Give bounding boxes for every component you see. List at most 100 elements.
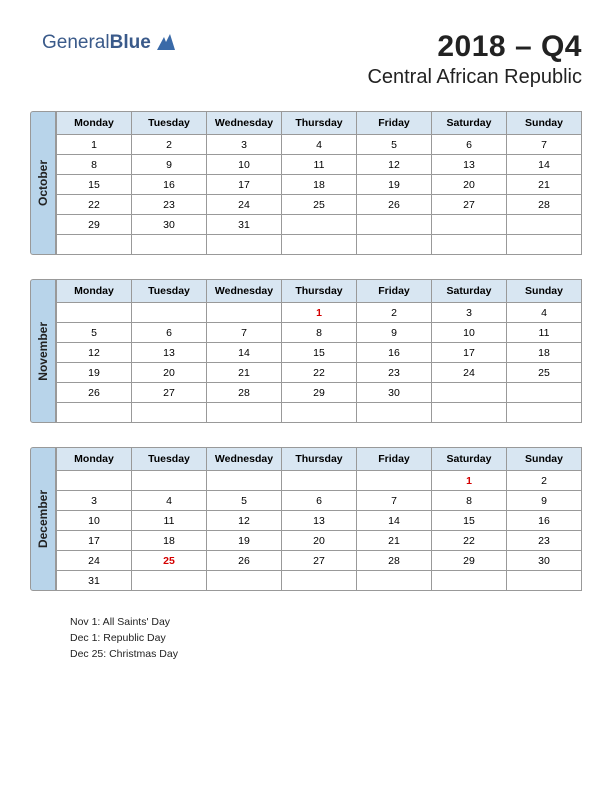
- day-header: Saturday: [432, 112, 507, 135]
- day-cell: 13: [432, 155, 507, 175]
- logo: GeneralBlue: [42, 32, 175, 54]
- day-header: Thursday: [282, 112, 357, 135]
- day-cell: [507, 235, 582, 255]
- month-block: DecemberMondayTuesdayWednesdayThursdayFr…: [30, 447, 582, 591]
- logo-text1: General: [42, 32, 110, 53]
- day-cell: 7: [507, 135, 582, 155]
- day-cell: 9: [507, 491, 582, 511]
- day-cell: 4: [507, 303, 582, 323]
- day-cell: 4: [132, 491, 207, 511]
- day-cell: 5: [57, 323, 132, 343]
- day-cell: 16: [357, 343, 432, 363]
- day-cell: [132, 471, 207, 491]
- day-header: Friday: [357, 448, 432, 471]
- day-cell: [57, 471, 132, 491]
- day-cell: 19: [357, 175, 432, 195]
- day-cell: 21: [207, 363, 282, 383]
- day-cell: 11: [132, 511, 207, 531]
- day-header: Thursday: [282, 280, 357, 303]
- day-cell: 27: [432, 195, 507, 215]
- day-cell: 18: [132, 531, 207, 551]
- day-cell: 30: [132, 215, 207, 235]
- day-cell: 25: [132, 551, 207, 571]
- day-header: Monday: [57, 280, 132, 303]
- day-cell: [282, 215, 357, 235]
- country-title: Central African Republic: [30, 66, 582, 89]
- table-row: 10111213141516: [57, 511, 582, 531]
- day-cell: [207, 235, 282, 255]
- day-cell: [132, 571, 207, 591]
- day-header: Tuesday: [132, 280, 207, 303]
- table-row: 22232425262728: [57, 195, 582, 215]
- holiday-item: Dec 25: Christmas Day: [70, 647, 582, 663]
- day-cell: 18: [282, 175, 357, 195]
- day-cell: [132, 303, 207, 323]
- day-cell: 19: [57, 363, 132, 383]
- day-cell: 20: [282, 531, 357, 551]
- day-cell: 14: [357, 511, 432, 531]
- day-cell: [357, 215, 432, 235]
- day-cell: 8: [57, 155, 132, 175]
- table-row: 1234567: [57, 135, 582, 155]
- table-row: 3456789: [57, 491, 582, 511]
- day-header: Monday: [57, 112, 132, 135]
- day-cell: 12: [207, 511, 282, 531]
- day-cell: [282, 403, 357, 423]
- day-cell: 1: [57, 135, 132, 155]
- day-cell: [432, 383, 507, 403]
- day-cell: 17: [57, 531, 132, 551]
- day-cell: 15: [282, 343, 357, 363]
- day-header: Saturday: [432, 448, 507, 471]
- month-block: OctoberMondayTuesdayWednesdayThursdayFri…: [30, 111, 582, 255]
- day-cell: 20: [432, 175, 507, 195]
- day-cell: 18: [507, 343, 582, 363]
- day-cell: 10: [57, 511, 132, 531]
- day-cell: 23: [357, 363, 432, 383]
- day-header: Tuesday: [132, 112, 207, 135]
- day-cell: 21: [507, 175, 582, 195]
- day-cell: [432, 235, 507, 255]
- day-cell: [282, 571, 357, 591]
- day-cell: 29: [57, 215, 132, 235]
- day-cell: 3: [57, 491, 132, 511]
- day-cell: 17: [207, 175, 282, 195]
- calendar-table: MondayTuesdayWednesdayThursdayFridaySatu…: [56, 111, 582, 255]
- day-cell: 21: [357, 531, 432, 551]
- calendar-table: MondayTuesdayWednesdayThursdayFridaySatu…: [56, 279, 582, 423]
- day-cell: 22: [57, 195, 132, 215]
- day-cell: [207, 403, 282, 423]
- day-cell: 29: [432, 551, 507, 571]
- day-cell: 1: [282, 303, 357, 323]
- holiday-item: Dec 1: Republic Day: [70, 631, 582, 647]
- day-cell: 6: [132, 323, 207, 343]
- day-cell: [507, 383, 582, 403]
- day-cell: 14: [207, 343, 282, 363]
- day-cell: 9: [132, 155, 207, 175]
- day-cell: [357, 471, 432, 491]
- day-cell: 11: [282, 155, 357, 175]
- day-cell: 28: [507, 195, 582, 215]
- table-row: 19202122232425: [57, 363, 582, 383]
- day-header: Wednesday: [207, 280, 282, 303]
- day-cell: 3: [432, 303, 507, 323]
- day-header: Tuesday: [132, 448, 207, 471]
- day-cell: 30: [507, 551, 582, 571]
- day-cell: [432, 571, 507, 591]
- month-name: December: [36, 490, 50, 548]
- day-header: Sunday: [507, 112, 582, 135]
- day-cell: [357, 571, 432, 591]
- day-cell: [507, 403, 582, 423]
- month-tab: November: [30, 279, 56, 423]
- day-cell: 31: [57, 571, 132, 591]
- day-header: Thursday: [282, 448, 357, 471]
- day-cell: [282, 471, 357, 491]
- day-cell: [57, 403, 132, 423]
- day-cell: 14: [507, 155, 582, 175]
- day-cell: [207, 471, 282, 491]
- day-cell: 26: [57, 383, 132, 403]
- day-cell: 12: [357, 155, 432, 175]
- day-header: Monday: [57, 448, 132, 471]
- day-cell: [57, 235, 132, 255]
- day-cell: 11: [507, 323, 582, 343]
- day-cell: 1: [432, 471, 507, 491]
